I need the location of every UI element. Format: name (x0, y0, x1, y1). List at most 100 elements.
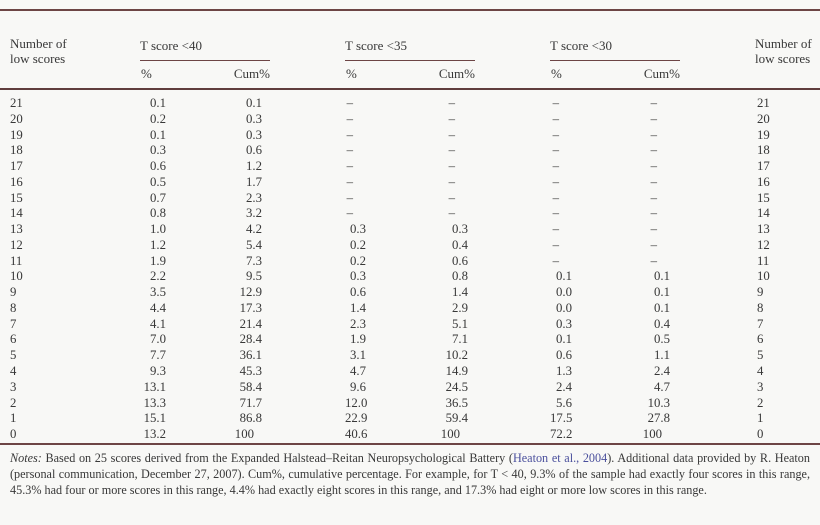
t30-pct-value: – (552, 96, 559, 110)
t30-pct-value: 5.6 (556, 395, 572, 410)
row-label-right: 1 (757, 411, 764, 426)
t40-cum-value: 1.7 (246, 174, 262, 189)
column-gap (468, 222, 550, 238)
table-row: 9 3.5 12.9 0.6 1.4 0.0 0.1 9 (10, 285, 810, 301)
t35-cum-value: 7.1 (452, 332, 468, 347)
spanner-rule-t40 (140, 60, 270, 62)
table-row: 1 15.1 86.8 22.9 59.4 17.5 27.8 1 (10, 411, 810, 427)
t30-pct-value: – (552, 127, 559, 142)
t35-cum-value: 1.4 (452, 285, 468, 300)
t35-pct-value: – (346, 96, 353, 110)
t35-cum-value: – (448, 96, 455, 110)
table-row: 4 9.3 45.3 4.7 14.9 1.3 2.4 4 (10, 364, 810, 380)
row-label-right: 5 (757, 348, 764, 363)
row-label-right: 19 (757, 127, 770, 142)
column-gap (468, 128, 550, 144)
spanner-rule-t35 (345, 60, 475, 62)
row-label-right: 4 (757, 364, 764, 379)
t30-pct-value: 0.1 (556, 332, 572, 347)
t35-cum-value: 24.5 (445, 379, 468, 394)
notes-label: Notes: (10, 451, 42, 465)
t40-pct-value: 0.2 (150, 111, 166, 126)
t35-cum-value: – (448, 174, 455, 189)
t30-cum-value: – (650, 206, 657, 221)
row-label-left: 5 (10, 348, 17, 363)
t30-cum-value: – (650, 222, 657, 237)
t30-cum-value: 0.1 (654, 300, 670, 315)
column-gap (468, 380, 550, 396)
column-gap (468, 301, 550, 317)
row-label-right: 16 (757, 174, 770, 189)
column-gap (468, 159, 550, 175)
row-label-left: 2 (10, 395, 17, 410)
t40-pct-value: 0.1 (150, 96, 166, 110)
column-gap (262, 364, 345, 380)
row-label-right: 13 (757, 222, 770, 237)
group-header-t35: T score <35 (345, 38, 407, 53)
table-row: 10 2.2 9.5 0.3 0.8 0.1 0.1 10 (10, 269, 810, 285)
t40-cum-value: 71.7 (239, 395, 262, 410)
citation-link[interactable]: Heaton et al., 2004 (512, 451, 608, 465)
column-gap (468, 411, 550, 427)
t30-pct-value: 0.0 (556, 300, 572, 315)
t30-cum-value: – (650, 253, 657, 268)
column-gap (468, 285, 550, 301)
row-label-left: 13 (10, 222, 23, 237)
t40-cum-value: 7.3 (246, 253, 262, 268)
t40-cum-value: 0.1 (246, 96, 262, 110)
row-label-left: 3 (10, 379, 17, 394)
row-label-right: 3 (757, 379, 764, 394)
row-label-left: 21 (10, 96, 23, 110)
column-gap (670, 191, 755, 207)
table-row: 16 0.5 1.7 – – – – 16 (10, 175, 810, 191)
t40-cum-value: 58.4 (239, 379, 262, 394)
column-gap (262, 380, 345, 396)
table-row: 17 0.6 1.2 – – – – 17 (10, 159, 810, 175)
t35-cum-value: 36.5 (445, 395, 468, 410)
t40-pct-value: 7.7 (150, 348, 166, 363)
t35-pct-value: – (346, 127, 353, 142)
row-label-left: 14 (10, 206, 23, 221)
row-label-left: 7 (10, 316, 17, 331)
t40-cum-value: 0.3 (246, 111, 262, 126)
t40-pct-value: 4.1 (150, 316, 166, 331)
t40-cum-value: 17.3 (239, 300, 262, 315)
row-label-right: 9 (757, 285, 764, 300)
t40-cum-value: 100 (234, 427, 254, 442)
t35-cum-value: 0.3 (452, 222, 468, 237)
column-gap (262, 269, 345, 285)
column-gap (468, 112, 550, 128)
t40-pct-value: 3.5 (150, 285, 166, 300)
row-label-right: 11 (757, 253, 770, 268)
t30-pct-value: – (552, 253, 559, 268)
t30-cum-value: 0.4 (654, 316, 670, 331)
cum-header-t40: Cum% (233, 66, 270, 81)
header-bottom-rule (0, 88, 820, 90)
t30-cum-value: 27.8 (647, 411, 670, 426)
row-label-right: 15 (757, 190, 770, 205)
t30-cum-value: 2.4 (654, 364, 670, 379)
row-label-left: 8 (10, 300, 17, 315)
t30-pct-value: – (552, 174, 559, 189)
t30-pct-value: 0.1 (556, 269, 572, 284)
t40-pct-value: 13.3 (143, 395, 166, 410)
row-label-left: 11 (10, 253, 23, 268)
t40-cum-value: 86.8 (239, 411, 262, 426)
t30-pct-value: 0.0 (556, 285, 572, 300)
t30-cum-value: – (650, 96, 657, 110)
t40-cum-value: 12.9 (239, 285, 262, 300)
table-row: 0 13.2 100 40.6 100 72.2 100 0 (10, 427, 810, 443)
t35-pct-value: 0.2 (350, 237, 366, 252)
table-row: 14 0.8 3.2 – – – – 14 (10, 206, 810, 222)
t35-cum-value: 10.2 (445, 348, 468, 363)
t35-pct-value: – (346, 206, 353, 221)
row-label-right: 17 (757, 159, 770, 174)
t35-pct-value: 40.6 (345, 427, 368, 442)
table-row: 11 1.9 7.3 0.2 0.6 – – 11 (10, 254, 810, 270)
right-header-line2: low scores (755, 51, 811, 66)
t35-pct-value: 0.2 (350, 253, 366, 268)
t35-cum-value: – (448, 159, 455, 174)
t30-cum-value: 0.1 (654, 285, 670, 300)
column-gap (670, 128, 755, 144)
t35-cum-value: – (448, 111, 455, 126)
